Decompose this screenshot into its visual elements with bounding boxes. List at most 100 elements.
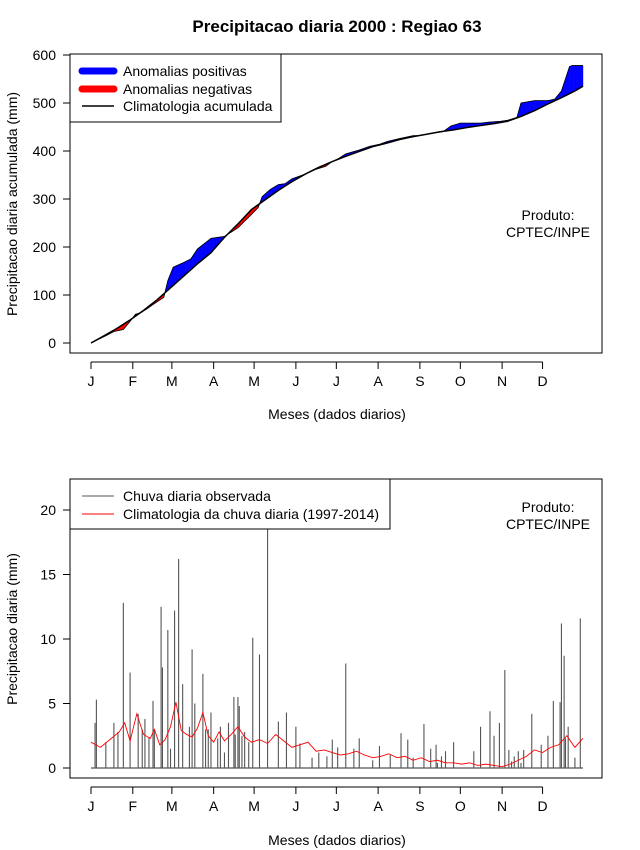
legend-negative: Anomalias negativas	[123, 81, 252, 97]
x-axis-label-top: Meses (dados diarios)	[268, 406, 406, 422]
x-tick-label-bottom: S	[415, 798, 424, 814]
cumulative-panel: 0 100 200 300 400 500 600 J F M A M J J A S O N D Meses (…	[4, 47, 603, 422]
observed-bars	[91, 525, 583, 769]
y-tick-label-top: 400	[33, 143, 57, 159]
positive-anomaly-segment	[532, 100, 535, 112]
legend-climatology: Climatologia acumulada	[123, 98, 273, 114]
positive-anomaly-segment	[198, 246, 201, 264]
positive-anomaly-segment	[534, 100, 537, 112]
positive-anomaly-segment	[182, 262, 185, 278]
positive-anomaly-segment	[204, 242, 206, 259]
x-tick-label-bottom: A	[373, 798, 383, 814]
positive-anomaly-segment	[522, 102, 524, 117]
climatology-cumulative-line	[90, 85, 584, 344]
climatology-line	[90, 702, 584, 768]
positive-anomaly-segment	[520, 102, 523, 117]
positive-anomaly-segment	[173, 266, 175, 286]
x-tick-label-bottom: F	[129, 798, 138, 814]
positive-anomaly-segment	[179, 263, 182, 280]
y-tick-label-bottom: 5	[48, 696, 56, 712]
x-tick-label-top: M	[166, 373, 178, 389]
x-tick-label-bottom: A	[209, 798, 219, 814]
x-tick-label-top: J	[88, 373, 95, 389]
positive-anomaly-segment	[524, 101, 527, 116]
positive-anomaly-segment	[573, 65, 576, 92]
legend-positive: Anomalias positivas	[123, 63, 247, 79]
y-axis-bottom: 0 5 10 15 20	[40, 502, 71, 776]
y-tick-label-top: 500	[33, 95, 57, 111]
x-tick-label-top: F	[129, 373, 138, 389]
positive-anomaly-segment	[578, 65, 581, 89]
y-axis-top: 0 100 200 300 400 500 600	[33, 47, 71, 351]
positive-anomaly-segment	[206, 240, 209, 257]
x-tick-label-top: A	[209, 373, 219, 389]
product-label-top: Produto:	[522, 207, 575, 223]
chart-title: Precipitacao diaria 2000 : Regiao 63	[192, 17, 481, 36]
positive-anomaly-segment	[577, 65, 580, 90]
x-tick-label-top: J	[333, 373, 340, 389]
positive-anomaly-segment	[201, 244, 204, 261]
x-tick-label-top: N	[497, 373, 507, 389]
x-tick-label-bottom: J	[88, 798, 95, 814]
daily-panel: 0 5 10 15 20 J F M A M J J A S O N D Meses (dados diari…	[4, 478, 603, 848]
positive-anomaly-segment	[569, 65, 572, 95]
x-tick-label-top: O	[455, 373, 466, 389]
positive-anomaly-segment	[174, 265, 177, 285]
x-tick-label-top: A	[373, 373, 383, 389]
product-source-bottom: CPTEC/INPE	[506, 516, 590, 532]
positive-anomaly-segment	[535, 100, 538, 111]
y-tick-label-top: 300	[33, 191, 57, 207]
y-tick-label-bottom: 15	[40, 567, 56, 583]
legend-bottom: Chuva diaria observada Climatologia da c…	[69, 478, 391, 530]
positive-anomaly-segment	[185, 260, 187, 276]
climatology-daily-line	[90, 702, 584, 768]
x-tick-label-bottom: D	[537, 798, 547, 814]
legend-box-bottom	[69, 478, 391, 530]
x-tick-label-top: M	[248, 373, 260, 389]
positive-anomaly-segment	[209, 237, 212, 255]
y-tick-label-top: 0	[48, 335, 56, 351]
positive-anomaly-segment	[528, 101, 531, 114]
legend-observed: Chuva diaria observada	[123, 488, 271, 504]
positive-anomaly-segment	[177, 264, 179, 283]
x-axis-label-bottom: Meses (dados diarios)	[268, 832, 406, 848]
x-tick-label-top: S	[415, 373, 424, 389]
x-tick-label-bottom: J	[292, 798, 299, 814]
x-tick-label-bottom: M	[248, 798, 260, 814]
y-tick-label-bottom: 20	[40, 502, 56, 518]
y-tick-label-top: 600	[33, 47, 57, 63]
positive-anomaly-segment	[197, 247, 200, 265]
y-tick-label-top: 100	[33, 287, 57, 303]
positive-anomaly-segment	[576, 65, 578, 91]
y-tick-label-bottom: 10	[40, 631, 56, 647]
product-source-top: CPTEC/INPE	[506, 224, 590, 240]
positive-anomaly-segment	[523, 102, 526, 116]
x-tick-label-bottom: N	[497, 798, 507, 814]
positive-anomaly-segment	[202, 243, 205, 260]
legend-clim-daily: Climatologia da chuva diaria (1997-2014)	[123, 506, 379, 522]
product-label-bottom: Produto:	[522, 499, 575, 515]
positive-anomaly-segment	[574, 65, 577, 92]
legend-top: Anomalias positivas Anomalias negativas …	[69, 53, 282, 123]
y-axis-label-bottom: Precipitacao diaria (mm)	[4, 553, 20, 705]
positive-anomaly-segment	[580, 65, 582, 89]
observed-cumulative-line	[90, 65, 583, 344]
y-tick-label-top: 200	[33, 239, 57, 255]
positive-anomaly-segment	[205, 241, 208, 258]
x-tick-label-bottom: J	[333, 798, 340, 814]
positive-anomaly-segment	[199, 245, 202, 263]
positive-anomaly-segment	[183, 261, 186, 277]
positive-anomaly-segment	[526, 101, 528, 115]
positive-anomaly-segment	[181, 262, 183, 279]
positive-anomaly-segment	[175, 265, 178, 284]
x-tick-label-top: D	[537, 373, 547, 389]
y-axis-label-top: Precipitacao diaria acumulada (mm)	[4, 92, 20, 316]
y-tick-label-bottom: 0	[48, 760, 56, 776]
x-tick-label-bottom: M	[166, 798, 178, 814]
positive-anomaly-segment	[572, 65, 574, 93]
positive-anomaly-segment	[178, 263, 181, 282]
positive-anomaly-segment	[208, 239, 210, 256]
